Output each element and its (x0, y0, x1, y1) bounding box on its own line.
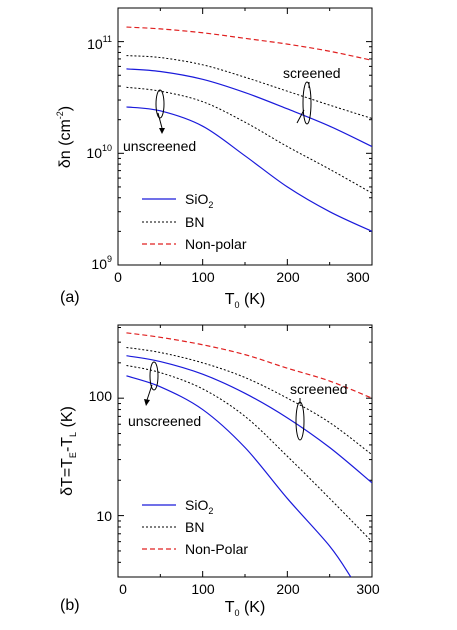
legend-b: SiO2 BN Non-Polar (142, 497, 248, 557)
series-line-b-4 (126, 375, 352, 577)
x-tick-label-300: 300 (346, 269, 370, 285)
series-group-b (126, 332, 372, 577)
legend-label-bn-b: BN (185, 519, 204, 535)
legend-label-sio2-a: SiO2 (185, 191, 213, 210)
annotation-unscreened-b: unscreened (128, 413, 201, 429)
annotation-screened-b: screened (290, 381, 348, 397)
y-tick-label-1e11: 1011 (87, 34, 112, 52)
series-line-b-3 (126, 364, 372, 543)
x-axis-label-b: T0 (K) (225, 599, 266, 618)
x-tick-label-200-b: 200 (276, 581, 300, 597)
y-tick-label-100: 100 (89, 388, 113, 404)
x-tick-label-200: 200 (276, 269, 300, 285)
legend-label-sio2-b: SiO2 (185, 497, 213, 516)
x-axis-label-a: T0 (K) (225, 291, 266, 310)
x-tick-label-100-b: 100 (191, 581, 215, 597)
ticks-b (117, 325, 373, 578)
panel-label-b: (b) (60, 597, 80, 614)
annotation-screened-a: screened (283, 65, 341, 81)
ticks-a (117, 7, 373, 266)
annotation-bracket-screened-b (295, 398, 305, 441)
series-line-a-2 (126, 68, 372, 148)
series-line-b-1 (126, 347, 372, 456)
x-tick-label-0-b: 0 (119, 581, 127, 597)
legend-label-nonpolar-b: Non-Polar (185, 541, 248, 557)
y-tick-label-10: 10 (96, 508, 112, 524)
series-line-a-3 (126, 86, 372, 194)
panel-label-a: (a) (60, 289, 80, 306)
x-tick-label-300-b: 300 (356, 581, 380, 597)
legend-a: SiO2 BN Non-polar (142, 191, 247, 252)
annotation-unscreened-a: unscreened (123, 138, 196, 154)
annotation-bracket-unscreened-a (155, 89, 165, 134)
y-tick-label-1e10: 1010 (86, 143, 112, 161)
plot-frame-a (117, 7, 373, 266)
series-line-a-0 (126, 26, 372, 61)
x-tick-label-100: 100 (191, 269, 215, 285)
panel-a: 109 1010 1011 0 100 200 300 T0 (K) δn (c… (55, 7, 373, 310)
y-axis-label-b: δT=TE-TL (K) (59, 406, 78, 496)
x-tick-label-0: 0 (114, 269, 122, 285)
legend-label-nonpolar-a: Non-polar (185, 236, 247, 252)
y-axis-label-a: δn (cm-2) (55, 106, 74, 168)
legend-label-bn-a: BN (185, 214, 204, 230)
series-line-a-4 (126, 106, 372, 232)
series-line-a-1 (126, 55, 372, 119)
series-line-b-0 (126, 332, 372, 399)
series-line-b-2 (126, 355, 372, 484)
annotation-bracket-unscreened-b (144, 361, 159, 406)
panel-b: 10 100 0 100 200 300 T0 (K) δT=TE-TL (K)… (59, 324, 380, 618)
annotation-bracket-screened-a (296, 81, 312, 125)
y-tick-label-1e9: 109 (91, 254, 112, 272)
series-group-a (126, 26, 372, 232)
